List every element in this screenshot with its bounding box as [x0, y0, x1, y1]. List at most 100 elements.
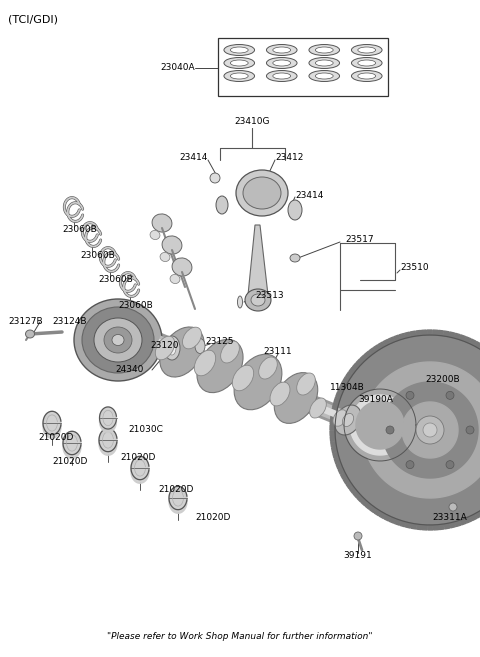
- Polygon shape: [371, 384, 376, 390]
- Polygon shape: [350, 394, 357, 401]
- Text: 23412: 23412: [275, 154, 303, 162]
- Polygon shape: [415, 430, 420, 436]
- Polygon shape: [347, 482, 353, 489]
- Polygon shape: [330, 431, 335, 436]
- Ellipse shape: [309, 45, 339, 55]
- Polygon shape: [349, 367, 356, 374]
- Ellipse shape: [160, 327, 204, 377]
- Ellipse shape: [245, 289, 271, 311]
- Polygon shape: [336, 463, 343, 469]
- Ellipse shape: [309, 70, 339, 81]
- Polygon shape: [346, 372, 353, 378]
- Text: 23311A: 23311A: [432, 514, 467, 522]
- Text: 23124B: 23124B: [52, 317, 86, 327]
- Ellipse shape: [94, 318, 142, 362]
- Polygon shape: [248, 225, 268, 305]
- Polygon shape: [444, 523, 450, 529]
- Ellipse shape: [358, 47, 376, 53]
- Ellipse shape: [150, 231, 160, 240]
- Ellipse shape: [266, 58, 297, 68]
- Text: 24340: 24340: [115, 365, 144, 374]
- Polygon shape: [413, 436, 419, 442]
- Ellipse shape: [182, 327, 202, 349]
- Circle shape: [446, 392, 454, 399]
- Ellipse shape: [243, 177, 281, 209]
- Ellipse shape: [195, 338, 205, 353]
- Polygon shape: [341, 408, 347, 415]
- Polygon shape: [402, 393, 409, 400]
- Ellipse shape: [315, 60, 333, 66]
- Polygon shape: [459, 335, 466, 341]
- Polygon shape: [63, 431, 81, 459]
- Ellipse shape: [358, 60, 376, 66]
- Text: 23510: 23510: [400, 263, 429, 273]
- Polygon shape: [347, 446, 354, 453]
- Text: 23414: 23414: [180, 154, 208, 162]
- Polygon shape: [341, 436, 348, 443]
- Ellipse shape: [358, 73, 376, 79]
- Polygon shape: [339, 420, 344, 425]
- Ellipse shape: [25, 330, 35, 338]
- Ellipse shape: [172, 258, 192, 276]
- Circle shape: [446, 461, 454, 468]
- Polygon shape: [455, 520, 461, 526]
- Polygon shape: [444, 331, 449, 337]
- Polygon shape: [475, 511, 480, 518]
- Ellipse shape: [351, 58, 382, 68]
- Polygon shape: [99, 407, 116, 432]
- Text: 23513: 23513: [255, 290, 284, 300]
- Polygon shape: [399, 334, 405, 340]
- Polygon shape: [356, 401, 404, 449]
- Text: 21020D: 21020D: [52, 457, 87, 466]
- Polygon shape: [460, 518, 466, 525]
- Polygon shape: [394, 335, 400, 342]
- Polygon shape: [388, 337, 395, 344]
- Polygon shape: [343, 403, 350, 409]
- Polygon shape: [365, 385, 371, 392]
- Text: 23125: 23125: [205, 338, 233, 346]
- Polygon shape: [361, 499, 368, 506]
- Ellipse shape: [156, 336, 175, 360]
- Ellipse shape: [351, 70, 382, 81]
- Polygon shape: [416, 425, 421, 430]
- Polygon shape: [360, 457, 367, 463]
- Polygon shape: [398, 390, 405, 396]
- Ellipse shape: [104, 327, 132, 353]
- Polygon shape: [399, 453, 406, 460]
- Ellipse shape: [234, 354, 282, 410]
- Polygon shape: [427, 330, 432, 335]
- Ellipse shape: [342, 413, 354, 426]
- Polygon shape: [384, 460, 389, 466]
- Circle shape: [449, 503, 457, 511]
- Ellipse shape: [216, 196, 228, 214]
- Ellipse shape: [288, 200, 302, 220]
- Polygon shape: [417, 524, 422, 530]
- Ellipse shape: [230, 73, 248, 79]
- Polygon shape: [336, 392, 342, 398]
- Circle shape: [406, 461, 414, 468]
- Polygon shape: [411, 523, 417, 529]
- Polygon shape: [341, 472, 347, 479]
- Polygon shape: [389, 517, 396, 523]
- Polygon shape: [369, 348, 376, 355]
- Polygon shape: [422, 525, 427, 530]
- Polygon shape: [365, 503, 372, 509]
- Polygon shape: [428, 525, 433, 530]
- Circle shape: [210, 173, 220, 183]
- Polygon shape: [383, 384, 388, 390]
- Ellipse shape: [238, 296, 242, 308]
- Polygon shape: [169, 486, 187, 513]
- Text: 23111: 23111: [264, 348, 292, 357]
- Ellipse shape: [160, 252, 170, 261]
- Polygon shape: [388, 385, 394, 391]
- Ellipse shape: [290, 254, 300, 262]
- Text: 23200B: 23200B: [425, 376, 460, 384]
- Text: 23060B: 23060B: [118, 300, 153, 309]
- Ellipse shape: [266, 45, 297, 55]
- Ellipse shape: [194, 350, 216, 376]
- Ellipse shape: [274, 373, 318, 423]
- Polygon shape: [438, 330, 444, 336]
- Ellipse shape: [112, 334, 124, 346]
- Ellipse shape: [309, 58, 339, 68]
- Ellipse shape: [230, 60, 248, 66]
